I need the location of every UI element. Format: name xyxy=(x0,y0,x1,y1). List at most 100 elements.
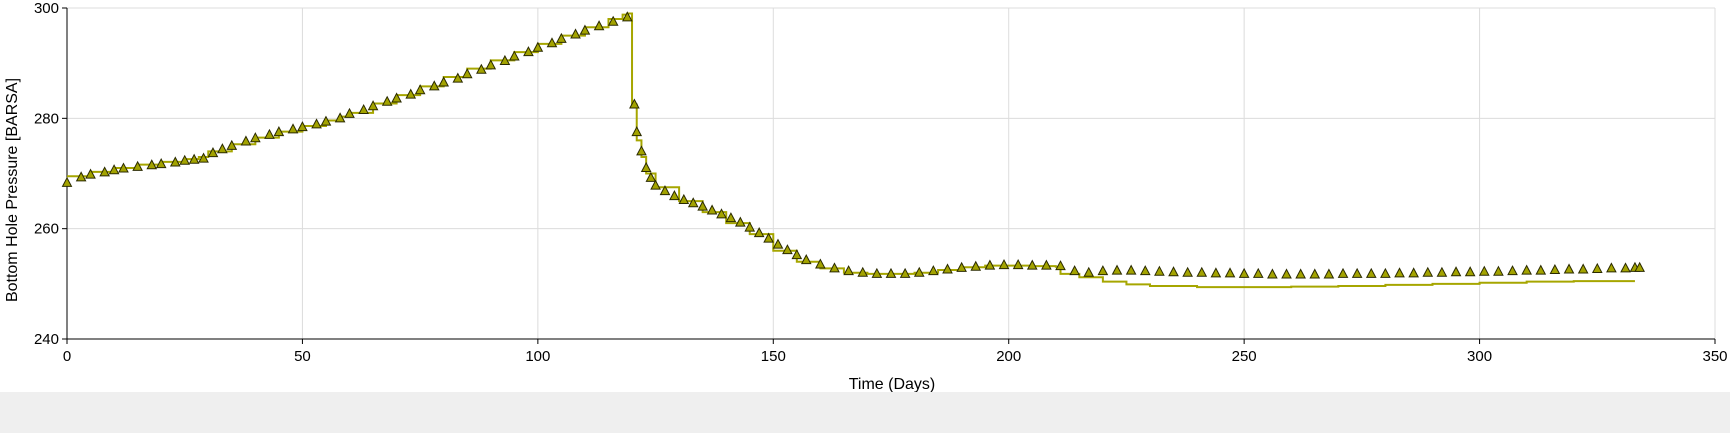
observed-point xyxy=(621,11,633,22)
observed-point xyxy=(1069,265,1080,276)
observed-point xyxy=(297,121,308,132)
observed-point xyxy=(1224,267,1236,278)
observed-point xyxy=(659,185,671,196)
observed-point xyxy=(800,254,812,265)
observed-point xyxy=(1493,265,1504,276)
observed-point xyxy=(476,63,487,74)
observed-point xyxy=(381,95,393,106)
observed-point xyxy=(118,162,129,173)
observed-point xyxy=(640,161,652,172)
observed-point xyxy=(61,176,73,187)
observed-point xyxy=(1535,264,1547,275)
x-tick-label: 50 xyxy=(294,348,311,365)
observed-point xyxy=(716,208,727,219)
observed-point xyxy=(1125,264,1137,275)
observed-point xyxy=(956,261,967,272)
observed-point xyxy=(132,160,143,171)
observed-point xyxy=(593,20,605,31)
observed-point xyxy=(1591,262,1603,273)
observed-point xyxy=(744,221,756,232)
observed-point xyxy=(146,159,158,170)
x-tick-label: 350 xyxy=(1702,348,1727,365)
observed-point xyxy=(1281,268,1292,279)
observed-point xyxy=(1111,264,1123,275)
observed-point xyxy=(240,135,252,146)
observed-point xyxy=(998,259,1010,270)
observed-point xyxy=(1041,259,1052,270)
observed-point xyxy=(1252,267,1264,278)
observed-point xyxy=(311,118,322,129)
observed-point xyxy=(391,92,402,103)
axes xyxy=(62,7,1716,344)
y-axis-label: Bottom Hole Pressure [BARSA] xyxy=(4,78,21,302)
observed-point xyxy=(650,179,661,190)
observed-point xyxy=(452,72,464,83)
observed-point xyxy=(250,132,261,143)
observed-point xyxy=(791,249,803,260)
y-tick-label: 240 xyxy=(34,331,59,348)
observed-point xyxy=(1634,261,1645,272)
observed-point xyxy=(367,100,379,111)
observed-point xyxy=(1267,268,1278,279)
observed-point xyxy=(885,267,897,278)
observed-point xyxy=(570,28,581,39)
observed-point xyxy=(1238,267,1250,278)
observed-point xyxy=(1478,265,1490,276)
bottom-strip xyxy=(0,392,1730,433)
observed-point xyxy=(678,193,690,204)
observed-point xyxy=(1620,262,1631,273)
observed-point xyxy=(556,32,567,43)
observed-point xyxy=(753,227,765,238)
observed-point xyxy=(1026,259,1038,270)
observed-point xyxy=(1154,265,1165,276)
observed-point xyxy=(169,156,181,167)
observed-point xyxy=(579,24,591,35)
observed-point xyxy=(99,166,110,177)
observed-point xyxy=(669,190,680,201)
observed-point xyxy=(1380,267,1391,278)
observed-point xyxy=(629,98,640,109)
observed-point xyxy=(984,259,996,270)
observed-point xyxy=(264,128,275,139)
observed-point xyxy=(358,103,369,115)
observed-point xyxy=(1507,265,1518,276)
observed-point xyxy=(636,145,647,156)
observed-point xyxy=(725,212,737,223)
observed-point xyxy=(1295,268,1306,279)
observed-point xyxy=(1351,267,1363,278)
observed-point xyxy=(414,84,426,95)
observed-point xyxy=(1337,267,1349,278)
observed-point xyxy=(697,200,708,211)
observed-point xyxy=(273,126,285,137)
observed-point xyxy=(829,262,840,273)
observed-point xyxy=(843,265,854,276)
observed-point xyxy=(155,158,167,169)
observed-point xyxy=(1521,264,1532,275)
observed-point xyxy=(1323,268,1335,279)
observed-point xyxy=(970,260,982,271)
observed-point xyxy=(226,139,238,150)
x-tick-label: 100 xyxy=(525,348,550,365)
observed-point xyxy=(1139,265,1151,276)
observed-point xyxy=(928,265,939,276)
observed-point xyxy=(1422,266,1434,277)
observed-point xyxy=(1083,266,1095,277)
observed-point xyxy=(1097,265,1109,276)
observed-point xyxy=(1365,267,1377,278)
observed-point xyxy=(485,59,497,70)
observed-point xyxy=(1577,263,1589,274)
x-tick-label: 150 xyxy=(761,348,786,365)
plot-area: 0 50 100 150 200 250 300 350 240 260 280 300 Time (… xyxy=(4,0,1728,393)
grid xyxy=(67,7,1716,339)
observed-point xyxy=(942,263,953,274)
observed-point xyxy=(320,115,332,126)
observed-point xyxy=(772,238,784,249)
y-tick-label: 280 xyxy=(34,110,59,127)
observed-point xyxy=(871,267,883,278)
observed-point xyxy=(857,266,869,277)
observed-point xyxy=(287,123,299,134)
observed-point xyxy=(85,168,96,179)
observed-point xyxy=(179,154,191,165)
observed-point xyxy=(782,244,793,255)
observed-point xyxy=(1182,266,1193,277)
